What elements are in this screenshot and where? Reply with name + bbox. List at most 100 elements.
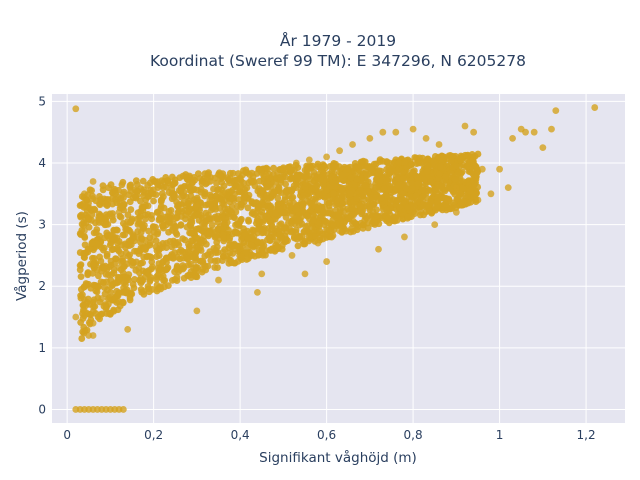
scatter-point (401, 233, 408, 241)
scatter-point (273, 244, 281, 252)
scatter-point (285, 219, 292, 227)
scatter-point (228, 195, 236, 202)
scatter-point (401, 159, 409, 166)
scatter-point (456, 189, 464, 197)
scatter-point (394, 174, 402, 182)
scatter-point (367, 196, 375, 204)
scatter-point (363, 171, 371, 179)
scatter-point (233, 176, 241, 184)
scatter-point (530, 128, 538, 136)
scatter-point (316, 191, 323, 199)
x-tick-label: 0,6 (317, 428, 336, 442)
scatter-point (199, 258, 207, 265)
scatter-point (119, 255, 126, 262)
scatter-point (132, 193, 139, 201)
scatter-point (80, 222, 88, 230)
scatter-point (439, 206, 446, 214)
scatter-point (449, 199, 457, 207)
scatter-point (354, 163, 362, 171)
scatter-point (366, 134, 374, 142)
scatter-point (336, 147, 343, 155)
scatter-point (166, 238, 174, 245)
scatter-point (467, 198, 474, 206)
scatter-point (112, 190, 119, 197)
scatter-point (317, 176, 324, 183)
scatter-point (226, 234, 234, 242)
scatter-point (345, 181, 353, 189)
scatter-point (288, 187, 295, 195)
scatter-point (395, 164, 403, 172)
scatter-point (85, 223, 93, 231)
scatter-point (144, 252, 151, 260)
scatter-point (180, 274, 188, 282)
scatter-point (137, 238, 144, 246)
scatter-point (81, 227, 88, 235)
scatter-point (347, 228, 355, 236)
scatter-point (72, 313, 80, 321)
scatter-point (437, 163, 444, 171)
scatter-point (213, 179, 220, 187)
scatter-point (435, 170, 443, 178)
scatter-point (115, 264, 123, 272)
scatter-point (153, 253, 160, 261)
scatter-point (119, 219, 127, 227)
scatter-point (106, 282, 114, 290)
scatter-point (88, 187, 96, 194)
scatter-point (208, 221, 216, 229)
scatter-point (163, 266, 170, 273)
scatter-point (266, 246, 274, 254)
scatter-point (104, 295, 112, 303)
scatter-point (325, 209, 333, 217)
scatter-point (160, 204, 168, 212)
scatter-point (183, 255, 191, 263)
scatter-point (236, 184, 244, 192)
x-tick-label: 0,2 (144, 428, 163, 442)
scatter-point (101, 264, 108, 272)
scatter-point (487, 190, 495, 198)
scatter-point (426, 207, 433, 215)
y-tick-label: 0 (38, 402, 46, 416)
scatter-point (89, 195, 97, 203)
scatter-point (215, 276, 222, 284)
scatter-point (464, 162, 472, 170)
chart-title-line-2: Koordinat (Sweref 99 TM): E 347296, N 62… (150, 52, 526, 70)
scatter-point (94, 282, 102, 290)
scatter-point (335, 211, 343, 219)
scatter-point (115, 208, 123, 216)
scatter-point (220, 215, 228, 223)
scatter-point (84, 271, 92, 279)
scatter-point (179, 235, 187, 243)
scatter-point (81, 327, 89, 335)
scatter-point (344, 215, 352, 223)
scatter-point (110, 236, 117, 244)
scatter-point (137, 197, 144, 205)
scatter-point (125, 252, 132, 260)
scatter-point (184, 208, 192, 216)
scatter-point (474, 150, 482, 158)
scatter-point (204, 262, 212, 270)
scatter-point (242, 166, 250, 174)
scatter-point (141, 221, 148, 229)
scatter-point (466, 187, 474, 195)
scatter-point (77, 273, 85, 281)
scatter-point (97, 196, 104, 203)
scatter-point (253, 219, 260, 227)
scatter-point (409, 168, 416, 176)
scatter-point (452, 208, 460, 216)
scatter-point (349, 141, 356, 148)
scatter-point (335, 194, 343, 202)
scatter-point (307, 188, 315, 196)
scatter-point (293, 171, 301, 179)
scatter-point (206, 191, 214, 199)
scatter-point (249, 208, 257, 216)
scatter-point (305, 156, 313, 164)
scatter-point (211, 264, 219, 271)
scatter-point (359, 224, 367, 232)
scatter-point (279, 165, 287, 173)
scatter-point (447, 157, 455, 165)
scatter-point (171, 215, 179, 222)
scatter-point (469, 177, 477, 185)
scatter-point (323, 187, 330, 194)
scatter-point (272, 178, 280, 186)
scatter-point (474, 196, 482, 204)
